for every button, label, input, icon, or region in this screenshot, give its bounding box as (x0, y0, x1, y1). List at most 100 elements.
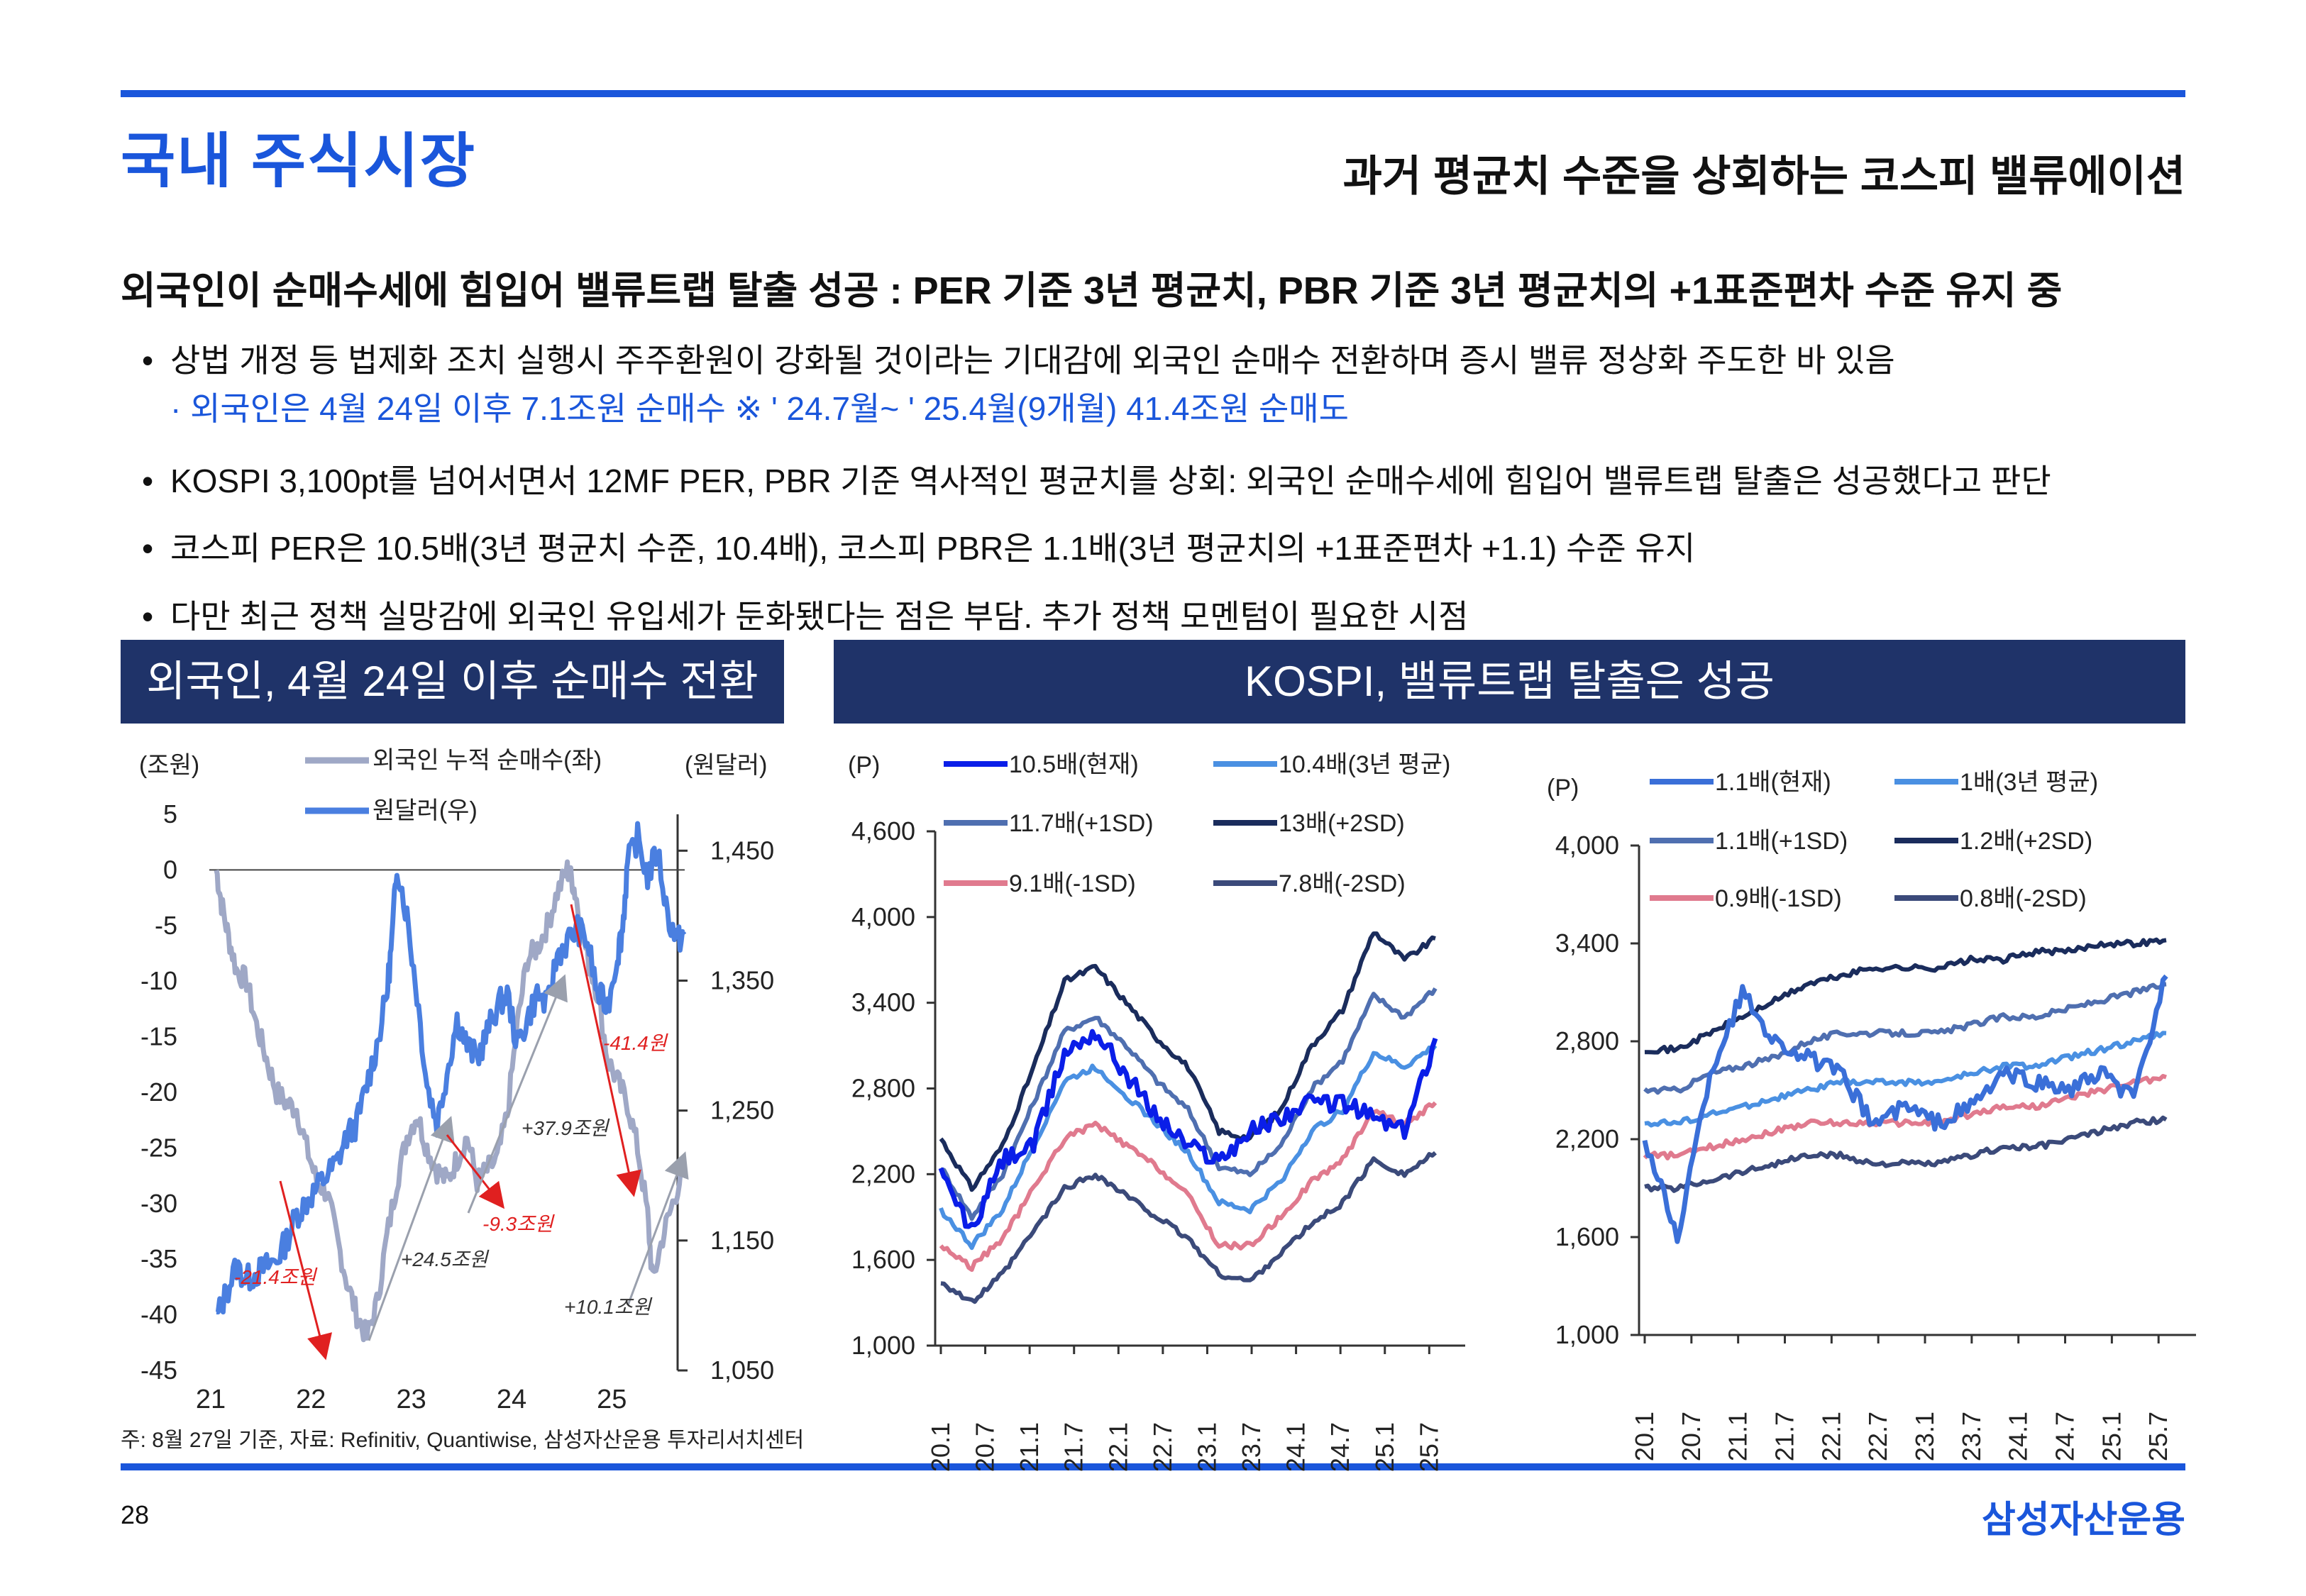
bullet-dot: • (142, 598, 154, 635)
y-right-tick-label: 1,250 (710, 1096, 774, 1125)
band-y-tick-label: 1,600 (1555, 1222, 1619, 1251)
band-y-tick-label: 2,200 (1555, 1124, 1619, 1153)
right-axis-unit: (원달러) (685, 752, 767, 779)
band-legend-label: 11.7배(+1SD) (1009, 810, 1154, 837)
band-x-tick-label: 24.1 (2004, 1412, 2033, 1461)
y-right-tick-label: 1,150 (710, 1226, 774, 1255)
y-left-tick-label: -45 (140, 1356, 177, 1385)
band-y-tick-label: 3,400 (851, 988, 915, 1017)
bullet-item: • 다만 최근 정책 실망감에 외국인 유입세가 둔화됐다는 점은 부담. 추가 … (142, 591, 1468, 638)
x-tick-label: 25 (597, 1385, 627, 1414)
band-x-tick-label: 22.7 (1863, 1412, 1892, 1461)
band-x-tick-label: 24.7 (1325, 1422, 1355, 1472)
band-y-tick-label: 2,800 (851, 1074, 915, 1103)
band-unit-label: (P) (1547, 775, 1579, 802)
band-legend-label: 7.8배(-2SD) (1279, 870, 1406, 897)
band-x-tick-label: 23.7 (1237, 1422, 1266, 1472)
band-series-line (1642, 974, 2168, 1244)
bullet-text: 다만 최근 정책 실망감에 외국인 유입세가 둔화됐다는 점은 부담. 추가 정… (170, 598, 1469, 635)
band-x-tick-label: 23.1 (1910, 1412, 1939, 1461)
annotation-label: +10.1조원 (564, 1296, 653, 1318)
band-series-line (940, 1151, 1437, 1304)
y-left-tick-label: 5 (163, 799, 177, 829)
band-x-tick-label: 24.7 (2051, 1412, 2080, 1461)
x-tick-label: 22 (296, 1385, 326, 1414)
series-line-usdkrw (215, 821, 687, 1315)
band-x-tick-label: 20.7 (1677, 1412, 1706, 1461)
band-legend-label: 10.4배(3년 평균) (1279, 751, 1450, 778)
series-line-foreign-net-buying (214, 859, 685, 1343)
y-left-tick-label: -5 (155, 911, 177, 940)
band-x-tick-label: 23.7 (1957, 1412, 1986, 1461)
band-legend-label: 1.2배(+2SD) (1960, 828, 2092, 855)
y-left-tick-label: -20 (140, 1077, 177, 1107)
annotation-arrow (467, 974, 568, 1214)
band-legend-label: 13배(+2SD) (1279, 810, 1405, 837)
page-number: 28 (121, 1500, 150, 1529)
bullet-item: • KOSPI 3,100pt를 넘어서면서 12MF PER, PBR 기준 역… (142, 455, 2051, 502)
band-unit-label: (P) (848, 752, 880, 779)
band-legend-label: 1배(3년 평균) (1960, 769, 2098, 796)
bullet-dot: • (142, 342, 154, 379)
legend-label-foreign: 외국인 누적 순매수(좌) (373, 747, 602, 774)
band-series-line (939, 931, 1436, 1192)
annotation-arrow (368, 1116, 455, 1341)
band-x-tick-label: 23.1 (1192, 1422, 1221, 1472)
y-left-tick-label: -35 (140, 1244, 177, 1273)
band-legend-label: 10.5배(현재) (1009, 751, 1139, 778)
band-legend-label: 0.8배(-2SD) (1960, 885, 2087, 912)
left-panel-header: 외국인, 4월 24일 이후 순매수 전환 (121, 640, 784, 724)
y-left-tick-label: -25 (140, 1133, 177, 1162)
band-y-tick-label: 1,600 (851, 1245, 915, 1274)
band-y-tick-label: 1,000 (851, 1331, 915, 1360)
y-left-tick-label: -15 (140, 1022, 177, 1051)
band-legend-label: 9.1배(-1SD) (1009, 870, 1136, 897)
x-tick-label: 21 (196, 1385, 226, 1414)
page-subtitle: 과거 평균치 수준을 상회하는 코스피 밸류에이션 (1342, 153, 2185, 200)
annotation-arrow (570, 904, 641, 1197)
band-series-line (939, 1044, 1438, 1251)
bullet-dot: • (142, 530, 154, 567)
annotation-arrow (627, 1151, 689, 1306)
band-x-tick-label: 20.1 (926, 1422, 955, 1472)
bullet-dot: • (142, 462, 154, 499)
band-series-line (1643, 982, 2167, 1095)
bullet-text: 상법 개정 등 법제화 조치 실행시 주주환원이 강화될 것이라는 기대감에 외… (170, 342, 1895, 379)
x-tick-label: 24 (497, 1385, 526, 1414)
band-x-tick-label: 25.7 (1414, 1422, 1443, 1472)
bullet-text: 코스피 PER은 10.5배(3년 평균치 수준, 10.4배), 코스피 PB… (170, 530, 1696, 567)
y-right-tick-label: 1,350 (710, 965, 774, 994)
band-y-tick-label: 3,400 (1555, 929, 1619, 958)
band-x-tick-label: 25.1 (1370, 1422, 1399, 1472)
left-axis-unit: (조원) (139, 752, 199, 779)
band-y-tick-label: 1,000 (1555, 1320, 1619, 1349)
band-legend-label: 1.1배(+1SD) (1715, 828, 1848, 855)
bullet-text: KOSPI 3,100pt를 넘어서면서 12MF PER, PBR 기준 역사… (170, 462, 2051, 499)
band-x-tick-label: 25.7 (2144, 1412, 2173, 1461)
annotation-label: -21.4조원 (234, 1266, 318, 1288)
band-x-tick-label: 25.1 (2097, 1412, 2126, 1461)
band-series-line (939, 1101, 1438, 1273)
annotation-label: +24.5조원 (401, 1248, 490, 1270)
y-left-tick-label: -40 (140, 1300, 177, 1329)
right-panel-header: KOSPI, 밸류트랩 탈출은 성공 (834, 640, 2185, 724)
band-series-line (1643, 1074, 2167, 1160)
bullet-item: • 상법 개정 등 법제화 조치 실행시 주주환원이 강화될 것이라는 기대감에 … (142, 335, 1895, 382)
band-y-tick-label: 2,200 (851, 1159, 915, 1188)
headline: 외국인이 순매수세에 힘입어 밸류트랩 탈출 성공 : PER 기준 3년 평균… (121, 270, 2063, 312)
band-y-tick-label: 4,000 (851, 902, 915, 931)
band-series-line (1644, 1031, 2167, 1128)
band-y-tick-label: 4,600 (851, 816, 915, 846)
band-x-tick-label: 20.1 (1630, 1412, 1659, 1461)
annotation-label: -41.4원 (603, 1032, 668, 1054)
annotation-arrow (446, 1134, 505, 1209)
band-legend-label: 1.1배(현재) (1715, 769, 1831, 796)
bullet-item: • 코스피 PER은 10.5배(3년 평균치 수준, 10.4배), 코스피 P… (142, 523, 1695, 570)
band-series-line (940, 987, 1438, 1221)
y-left-tick-label: -30 (140, 1189, 177, 1218)
top-rule (121, 90, 2185, 97)
band-x-tick-label: 21.7 (1059, 1422, 1088, 1472)
band-x-tick-label: 24.1 (1281, 1422, 1311, 1472)
band-series-line (1644, 1115, 2168, 1193)
